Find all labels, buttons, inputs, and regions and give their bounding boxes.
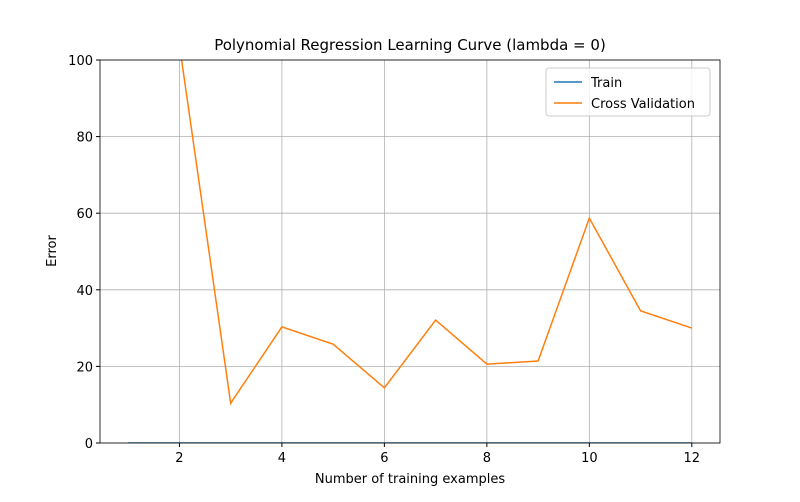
x-tick-label: 2 [175,451,183,466]
legend-label: Cross Validation [591,97,695,112]
y-tick-label: 20 [76,360,93,375]
x-tick-label: 8 [483,451,491,466]
axes-frame [99,59,721,444]
legend-box [545,67,711,117]
legend-label: Train [590,76,622,91]
y-tick-label: 60 [76,207,93,222]
y-tick-label: 0 [85,437,93,452]
plot-area [128,60,693,443]
x-axis-label: Number of training examples [315,472,505,487]
y-tick-label: 100 [68,54,93,69]
x-tick-label: 6 [380,451,388,466]
series-line [180,60,693,406]
chart-title: Polynomial Regression Learning Curve (la… [214,36,606,54]
y-tick-label: 80 [76,131,93,146]
x-tick-label: 12 [684,451,701,466]
y-axis-label: Error [45,235,60,267]
x-tick-label: 10 [581,451,598,466]
x-tick-label: 4 [278,451,286,466]
y-tick-label: 40 [76,284,93,299]
